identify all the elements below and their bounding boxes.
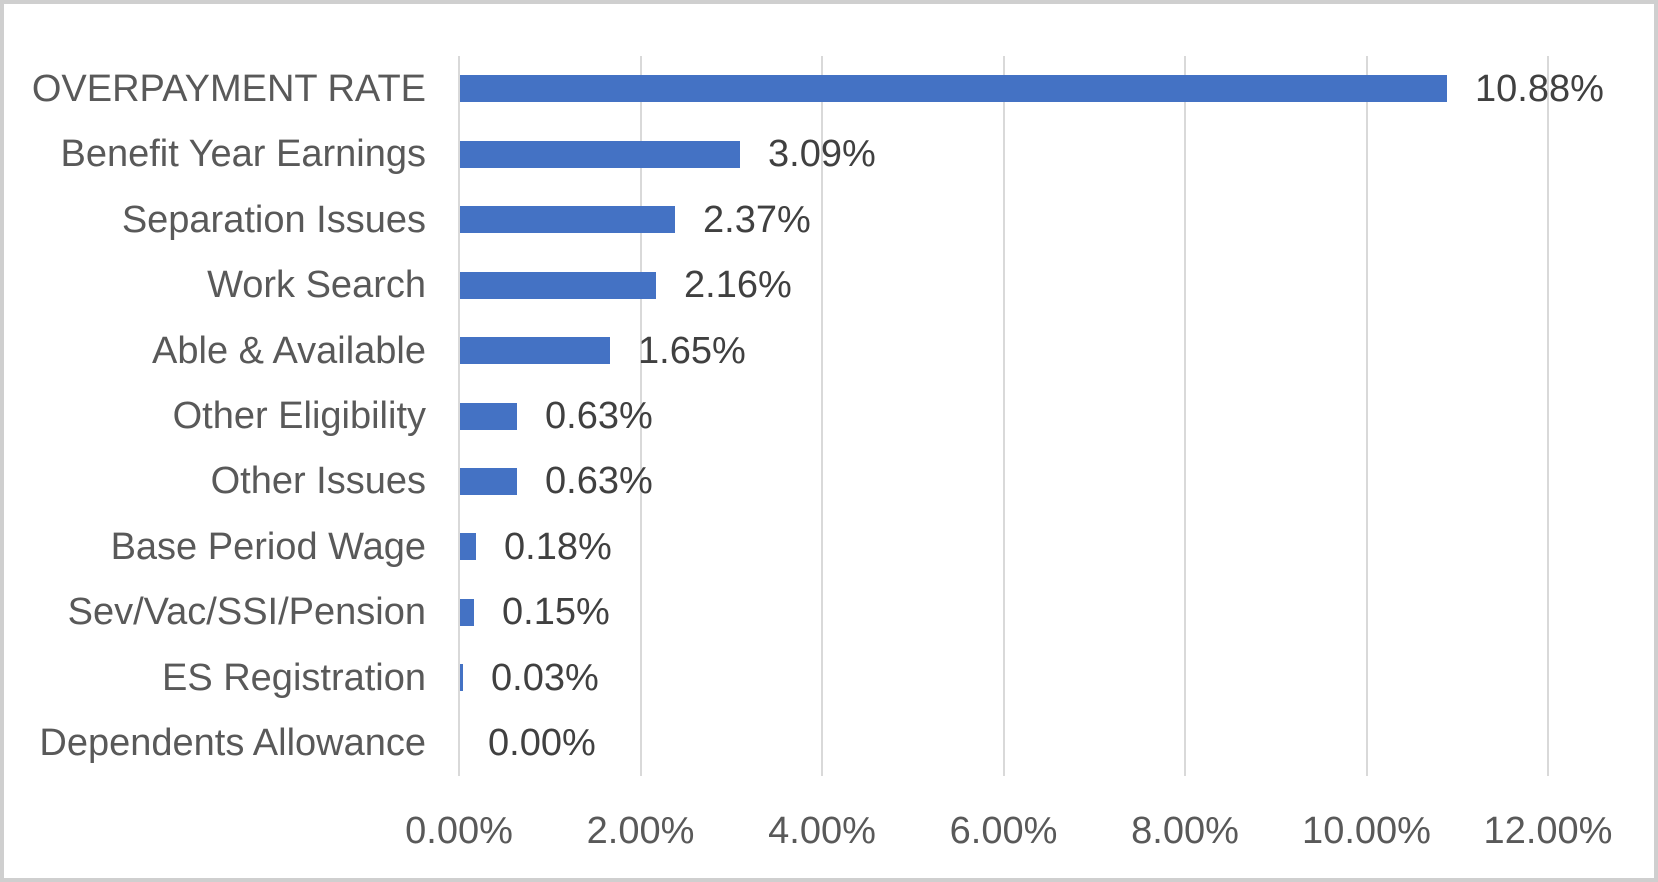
x-axis-tick-label: 6.00% <box>949 810 1058 852</box>
category-label: Base Period Wage <box>110 525 426 568</box>
category-label: Benefit Year Earnings <box>60 133 427 176</box>
category-label: ES Registration <box>161 656 426 699</box>
bar <box>460 468 517 495</box>
category-label: Other Eligibility <box>172 395 426 437</box>
bar <box>460 75 1447 102</box>
gridline <box>1002 56 1005 776</box>
bar <box>460 403 517 430</box>
bar <box>460 272 656 299</box>
category-label: Separation Issues <box>121 198 426 241</box>
data-label: 3.09% <box>768 133 876 176</box>
data-label: 1.65% <box>638 329 746 372</box>
bar <box>460 337 610 364</box>
bar <box>460 533 476 560</box>
data-label: 0.03% <box>491 656 599 699</box>
gridline <box>1184 56 1186 776</box>
x-axis-tick-label: 4.00% <box>768 810 876 852</box>
data-label: 2.16% <box>684 264 792 307</box>
category-label: Other Issues <box>210 460 426 503</box>
gridline <box>639 56 642 776</box>
data-label: 0.00% <box>488 722 596 765</box>
data-label: 0.15% <box>502 591 610 634</box>
plot-area: 0.00% 2.00% 4.00% 6.00% 8.00% 10.00% 12.00% OVE… <box>4 4 1654 878</box>
x-axis-tick-label: 0.00% <box>405 810 513 852</box>
gridline <box>821 56 823 776</box>
x-axis-tick-label: 10.00% <box>1302 810 1431 852</box>
category-label: Work Search <box>207 264 426 307</box>
category-label: Able & Available <box>152 329 426 372</box>
x-axis-tick-label: 8.00% <box>1131 810 1239 852</box>
gridline <box>1547 56 1549 776</box>
data-label: 2.37% <box>703 198 811 241</box>
gridline <box>1365 56 1368 776</box>
data-label: 10.88% <box>1475 67 1604 110</box>
data-label: 0.63% <box>545 395 653 437</box>
data-label: 0.63% <box>545 460 653 503</box>
gridline <box>458 56 460 776</box>
bar <box>460 141 740 168</box>
x-axis-tick-label: 12.00% <box>1483 810 1613 852</box>
category-label: Dependents Allowance <box>39 722 426 765</box>
bar <box>460 664 463 691</box>
category-label: OVERPAYMENT RATE <box>31 67 426 110</box>
bar <box>460 206 675 233</box>
data-label: 0.18% <box>504 525 612 568</box>
x-axis-tick-label: 2.00% <box>586 810 695 852</box>
category-label: Sev/Vac/SSI/Pension <box>67 591 426 634</box>
bar <box>460 599 474 626</box>
